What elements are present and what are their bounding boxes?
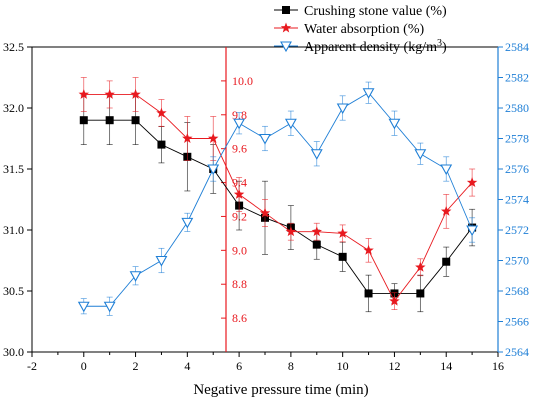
legend-marker: [280, 22, 292, 33]
left-tick-label: 31.5: [3, 162, 24, 176]
data-point: [362, 88, 375, 99]
series-left: [79, 95, 477, 313]
data-point: [284, 118, 297, 130]
data-point: [78, 88, 90, 99]
middle-tick-label: 9.0: [232, 243, 247, 257]
data-point: [207, 133, 219, 143]
right-tick-label: 2568: [505, 284, 529, 298]
legend-entry: Crushing stone value (%): [274, 4, 447, 19]
right-tick-label: 2582: [505, 71, 529, 85]
legend-label: Crushing stone value (%): [304, 4, 447, 19]
data-point: [233, 118, 246, 130]
right-tick-label: 2578: [505, 132, 529, 146]
left-tick-label: 30.5: [3, 284, 24, 298]
data-point: [337, 227, 348, 238]
middle-tick-label: 9.8: [232, 108, 247, 122]
x-tick-label: 14: [440, 359, 452, 373]
data-point: [77, 301, 90, 313]
data-point: [415, 261, 426, 272]
x-tick-label: 6: [236, 359, 242, 373]
data-point: [103, 301, 116, 313]
series-line: [83, 93, 473, 303]
left-tick-label: 31.0: [3, 223, 24, 237]
middle-tick-label: 8.8: [232, 277, 247, 291]
right-tick-label: 2576: [505, 162, 529, 176]
data-point: [181, 217, 194, 229]
data-point: [466, 177, 478, 188]
data-point: [182, 133, 193, 143]
x-axis-label: Negative pressure time (min): [193, 382, 368, 398]
right-tick-label: 2584: [505, 40, 529, 54]
data-point: [312, 240, 321, 249]
right-tick-label: 2570: [505, 254, 529, 268]
legend-entry: Water absorption (%): [274, 22, 425, 37]
data-point: [364, 289, 373, 298]
data-point: [416, 289, 425, 298]
data-point: [310, 149, 323, 160]
data-point: [130, 88, 141, 99]
data-point: [259, 207, 271, 218]
data-point: [311, 226, 323, 237]
data-point: [363, 244, 374, 255]
x-tick-label: -2: [27, 359, 37, 373]
legend-entry: Apparent density (kg/m3): [274, 38, 447, 56]
series-line: [83, 92, 473, 307]
middle-tick-label: 9.6: [232, 142, 247, 156]
legend: Crushing stone value (%) Water absorption…: [274, 4, 447, 55]
data-point: [156, 107, 167, 118]
x-tick-label: 8: [288, 359, 294, 373]
series-layer: [77, 77, 479, 316]
data-point: [104, 88, 115, 99]
data-point: [440, 164, 453, 176]
data-point: [207, 164, 220, 176]
legend-marker: [282, 6, 290, 14]
legend-marker: [280, 41, 292, 53]
data-point: [157, 140, 166, 149]
data-point: [155, 255, 168, 267]
data-point: [259, 133, 271, 145]
right-tick-label: 2566: [505, 315, 529, 329]
right-tick-label: 2564: [505, 345, 529, 359]
data-point: [79, 116, 88, 125]
x-tick-label: 4: [184, 359, 190, 373]
middle-tick-label: 8.6: [232, 311, 247, 325]
left-tick-label: 32.5: [3, 40, 24, 54]
legend-label: Apparent density (kg/m3): [304, 38, 447, 56]
data-point: [414, 149, 427, 160]
middle-tick-label: 9.4: [232, 176, 247, 190]
right-tick-label: 2574: [505, 193, 529, 207]
left-tick-label: 30.0: [3, 345, 24, 359]
data-point: [389, 295, 400, 306]
data-point: [131, 116, 140, 125]
x-tick-label: 10: [337, 359, 349, 373]
data-point: [442, 257, 451, 266]
right-tick-label: 2580: [505, 101, 529, 115]
data-point: [338, 252, 347, 261]
right-tick-label: 2572: [505, 223, 529, 237]
x-tick-label: 16: [492, 359, 504, 373]
middle-tick-label: 9.2: [232, 209, 247, 223]
legend-label: Water absorption (%): [304, 22, 425, 37]
data-point: [129, 271, 142, 282]
series-middle: [78, 77, 478, 310]
data-point: [440, 205, 452, 216]
data-point: [336, 103, 349, 115]
middle-tick-label: 10.0: [232, 74, 253, 88]
data-point: [285, 226, 297, 237]
data-point: [466, 225, 479, 237]
x-tick-label: 12: [388, 359, 400, 373]
axes-layer: -2 0 2 4 6 8 10 12 14 16 30.0 30.5 31.0 31.5 32.0 32.5 8…: [3, 40, 529, 373]
data-point: [233, 188, 245, 199]
series-right: [77, 81, 479, 316]
x-tick-label: 0: [81, 359, 87, 373]
data-point: [388, 118, 401, 130]
x-tick-label: 2: [133, 359, 139, 373]
data-point: [105, 116, 114, 125]
left-tick-label: 32.0: [3, 101, 24, 115]
